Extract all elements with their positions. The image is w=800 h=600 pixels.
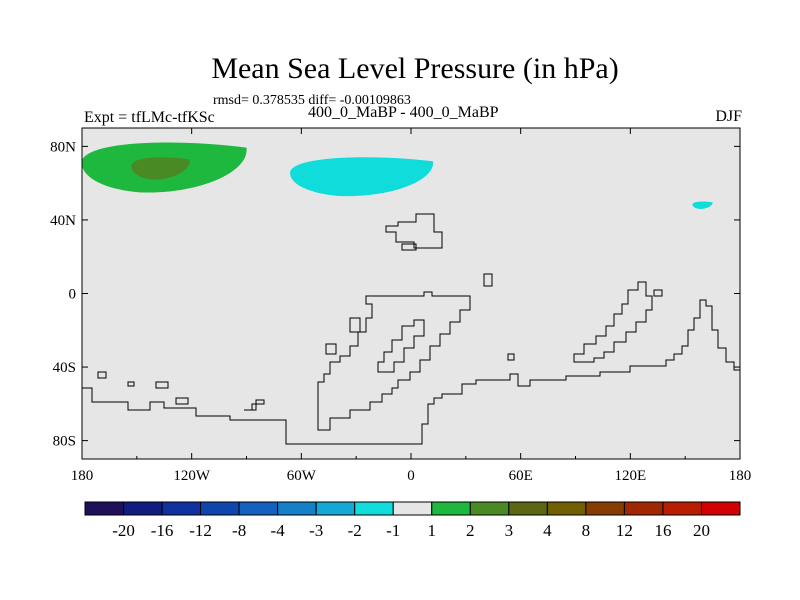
colorbar-swatch bbox=[546, 501, 587, 516]
center-label: 400_0_MaBP - 400_0_MaBP bbox=[308, 104, 499, 121]
continent-outline-south bbox=[82, 299, 740, 445]
island-8 bbox=[155, 381, 169, 389]
y-tick-label: 40S bbox=[53, 360, 76, 376]
colorbar-swatch bbox=[700, 501, 741, 516]
colorbar-swatch bbox=[469, 501, 510, 516]
colorbar-swatch bbox=[277, 501, 317, 516]
colorbar-label: -1 bbox=[386, 521, 400, 540]
anomaly-layer bbox=[81, 142, 713, 209]
y-tick-label: 40N bbox=[50, 213, 76, 229]
colorbar-label: -4 bbox=[271, 521, 286, 540]
continent-outline-asia bbox=[385, 213, 443, 249]
x-tick-label: 60W bbox=[287, 468, 317, 484]
x-tick-label: 0 bbox=[407, 468, 415, 484]
colorbar-swatch bbox=[238, 501, 279, 516]
negative-anomaly-east-asia bbox=[692, 201, 713, 209]
season-label: DJF bbox=[715, 108, 742, 125]
colorbar-swatch bbox=[84, 501, 125, 516]
experiment-label: Expt = tfLMc-tfKSc bbox=[84, 109, 215, 126]
chart-title: Mean Sea Level Pressure (in hPa) bbox=[211, 52, 619, 85]
colorbar-swatch bbox=[315, 501, 356, 516]
stats-line: rmsd= 0.378535 diff= -0.00109863 bbox=[213, 93, 411, 108]
colorbar-swatch bbox=[431, 501, 471, 516]
island-10 bbox=[244, 399, 265, 411]
island-9 bbox=[175, 397, 189, 405]
x-tick-label: 180 bbox=[729, 468, 752, 484]
continent-outline-africa bbox=[317, 291, 471, 431]
colorbar-label: -8 bbox=[232, 521, 246, 540]
colorbar-label: 1 bbox=[428, 521, 437, 540]
y-tick-label: 80S bbox=[53, 434, 76, 450]
colorbar-swatch bbox=[662, 501, 702, 516]
x-tick-label: 60E bbox=[509, 468, 533, 484]
colorbar-label: -20 bbox=[112, 521, 135, 540]
x-tick-label: 120E bbox=[614, 468, 646, 484]
colorbar-label: 16 bbox=[654, 521, 671, 540]
continent-outline-inner bbox=[377, 319, 425, 373]
island-11 bbox=[97, 371, 107, 379]
y-tick-label: 80N bbox=[50, 139, 76, 155]
positive-anomaly-north-pacific-core bbox=[131, 157, 190, 180]
colorbar-swatch bbox=[392, 501, 433, 516]
colorbar-swatch bbox=[623, 501, 664, 516]
colorbar-label: 3 bbox=[505, 521, 514, 540]
colorbar-swatch bbox=[585, 501, 625, 516]
colorbar-label: 12 bbox=[616, 521, 633, 540]
negative-anomaly-north-atlantic bbox=[290, 157, 434, 197]
colorbar-label: 4 bbox=[543, 521, 552, 540]
colorbar-swatch bbox=[508, 501, 548, 516]
island-6 bbox=[507, 353, 515, 361]
island-5 bbox=[653, 289, 663, 297]
colorbar-label: -16 bbox=[151, 521, 174, 540]
axes-layer: 180 120W 60W 0 60E 120E 180 80N 40N 0 40S 80S bbox=[50, 128, 751, 484]
x-tick-label: 180 bbox=[71, 468, 94, 484]
colorbar-swatch bbox=[354, 501, 394, 516]
colorbar-label: 20 bbox=[693, 521, 710, 540]
colorbar-label: 2 bbox=[466, 521, 475, 540]
island-4 bbox=[483, 273, 493, 287]
y-tick-label: 0 bbox=[69, 287, 77, 303]
colorbar-label: -2 bbox=[348, 521, 362, 540]
colorbar-label: 8 bbox=[582, 521, 591, 540]
colorbar: -20 -16 -12 -8 -4 -3 -2 -1 1 2 3 4 8 12 16 20 bbox=[84, 501, 741, 540]
x-tick-label: 120W bbox=[173, 468, 211, 484]
island-1 bbox=[349, 317, 361, 333]
island-3 bbox=[401, 243, 417, 251]
colorbar-swatch bbox=[123, 501, 163, 516]
colorbar-label: -12 bbox=[189, 521, 212, 540]
colorbar-swatch bbox=[200, 501, 240, 516]
colorbar-swatch bbox=[161, 501, 202, 516]
colorbar-label: -3 bbox=[309, 521, 323, 540]
continent-outline-east bbox=[573, 281, 653, 363]
island-2 bbox=[325, 343, 337, 355]
land-contours bbox=[82, 213, 740, 445]
island-7 bbox=[127, 381, 135, 387]
